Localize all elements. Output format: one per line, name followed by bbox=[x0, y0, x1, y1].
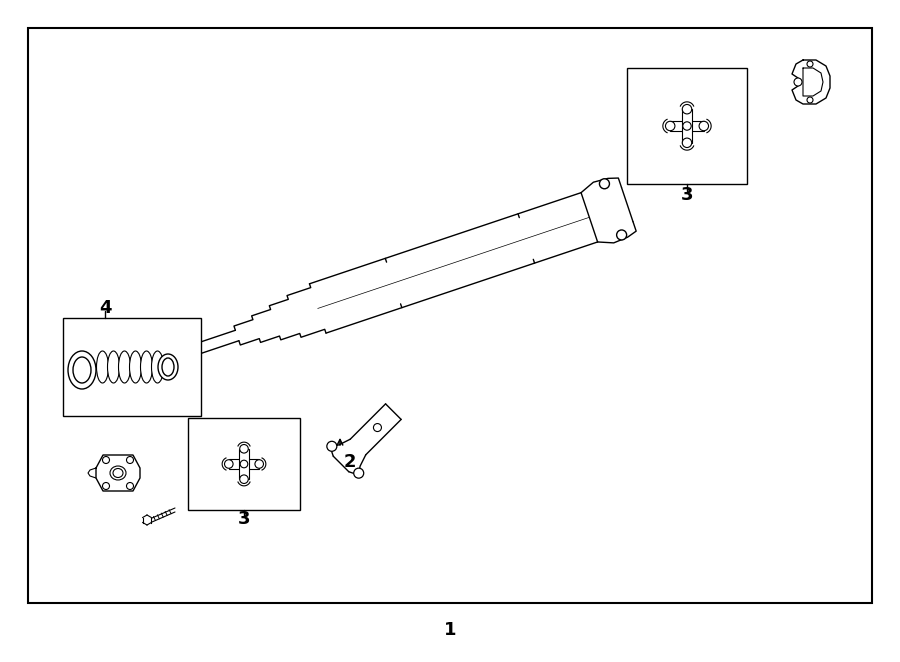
Circle shape bbox=[682, 105, 692, 114]
Circle shape bbox=[616, 230, 626, 240]
Bar bbox=[188, 418, 300, 510]
Text: 4: 4 bbox=[99, 299, 112, 317]
Circle shape bbox=[103, 483, 110, 489]
Circle shape bbox=[239, 444, 248, 453]
Bar bbox=[63, 318, 201, 416]
Ellipse shape bbox=[110, 466, 126, 480]
Circle shape bbox=[807, 61, 813, 67]
Circle shape bbox=[327, 442, 337, 451]
Circle shape bbox=[224, 459, 233, 468]
Bar bbox=[229, 459, 259, 469]
Circle shape bbox=[599, 179, 609, 189]
Bar bbox=[239, 449, 248, 479]
Circle shape bbox=[699, 121, 708, 130]
Ellipse shape bbox=[162, 358, 174, 376]
Ellipse shape bbox=[73, 357, 91, 383]
Circle shape bbox=[103, 457, 110, 463]
Text: 3: 3 bbox=[680, 186, 693, 204]
Ellipse shape bbox=[151, 351, 164, 383]
Ellipse shape bbox=[140, 351, 152, 383]
Ellipse shape bbox=[130, 351, 141, 383]
Circle shape bbox=[255, 459, 264, 468]
Circle shape bbox=[240, 460, 248, 468]
Circle shape bbox=[794, 78, 802, 86]
Circle shape bbox=[239, 475, 248, 483]
Ellipse shape bbox=[119, 351, 130, 383]
Bar bbox=[28, 28, 872, 603]
Ellipse shape bbox=[96, 351, 109, 383]
Circle shape bbox=[683, 122, 691, 130]
Circle shape bbox=[127, 483, 133, 489]
Ellipse shape bbox=[68, 351, 96, 389]
Circle shape bbox=[807, 97, 813, 103]
Ellipse shape bbox=[113, 469, 123, 477]
Circle shape bbox=[665, 121, 675, 130]
Ellipse shape bbox=[107, 351, 120, 383]
Bar bbox=[670, 120, 704, 131]
Text: 2: 2 bbox=[344, 453, 356, 471]
Text: 1: 1 bbox=[444, 621, 456, 639]
Circle shape bbox=[127, 457, 133, 463]
Bar bbox=[627, 68, 747, 184]
Circle shape bbox=[374, 424, 382, 432]
Text: 3: 3 bbox=[238, 510, 250, 528]
Circle shape bbox=[682, 138, 692, 148]
Ellipse shape bbox=[158, 354, 178, 380]
Bar bbox=[682, 109, 692, 143]
Circle shape bbox=[354, 468, 364, 478]
